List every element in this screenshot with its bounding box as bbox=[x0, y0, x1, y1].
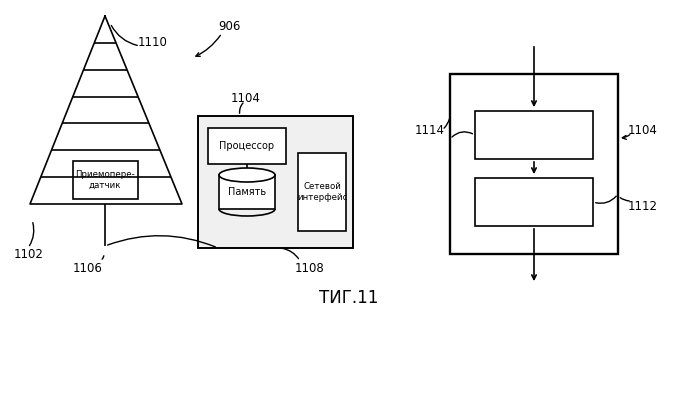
Bar bbox=[198, 116, 353, 248]
Text: 1112: 1112 bbox=[628, 200, 658, 213]
Bar bbox=[208, 128, 286, 164]
Text: 1108: 1108 bbox=[295, 262, 325, 275]
Text: 1106: 1106 bbox=[73, 262, 103, 275]
Bar bbox=[219, 175, 275, 209]
Text: 906: 906 bbox=[218, 20, 240, 32]
Bar bbox=[475, 178, 593, 226]
Bar bbox=[198, 116, 353, 248]
Ellipse shape bbox=[219, 168, 275, 182]
Bar bbox=[450, 74, 618, 254]
Text: 1104: 1104 bbox=[231, 92, 261, 104]
Bar bbox=[73, 161, 138, 199]
Text: ΤИГ.11: ΤИГ.11 bbox=[319, 289, 379, 307]
Text: 1104: 1104 bbox=[628, 124, 658, 138]
Bar bbox=[475, 111, 593, 159]
Text: 1114: 1114 bbox=[415, 124, 445, 138]
Text: Память: Память bbox=[228, 187, 266, 197]
Text: Приемопере-
датчик: Приемопере- датчик bbox=[75, 170, 135, 190]
Text: Процессор: Процессор bbox=[219, 141, 275, 151]
Text: 1102: 1102 bbox=[14, 248, 44, 260]
Text: 1110: 1110 bbox=[138, 37, 168, 50]
Text: Сетевой
интерфейс: Сетевой интерфейс bbox=[297, 182, 347, 202]
Bar bbox=[298, 153, 346, 231]
